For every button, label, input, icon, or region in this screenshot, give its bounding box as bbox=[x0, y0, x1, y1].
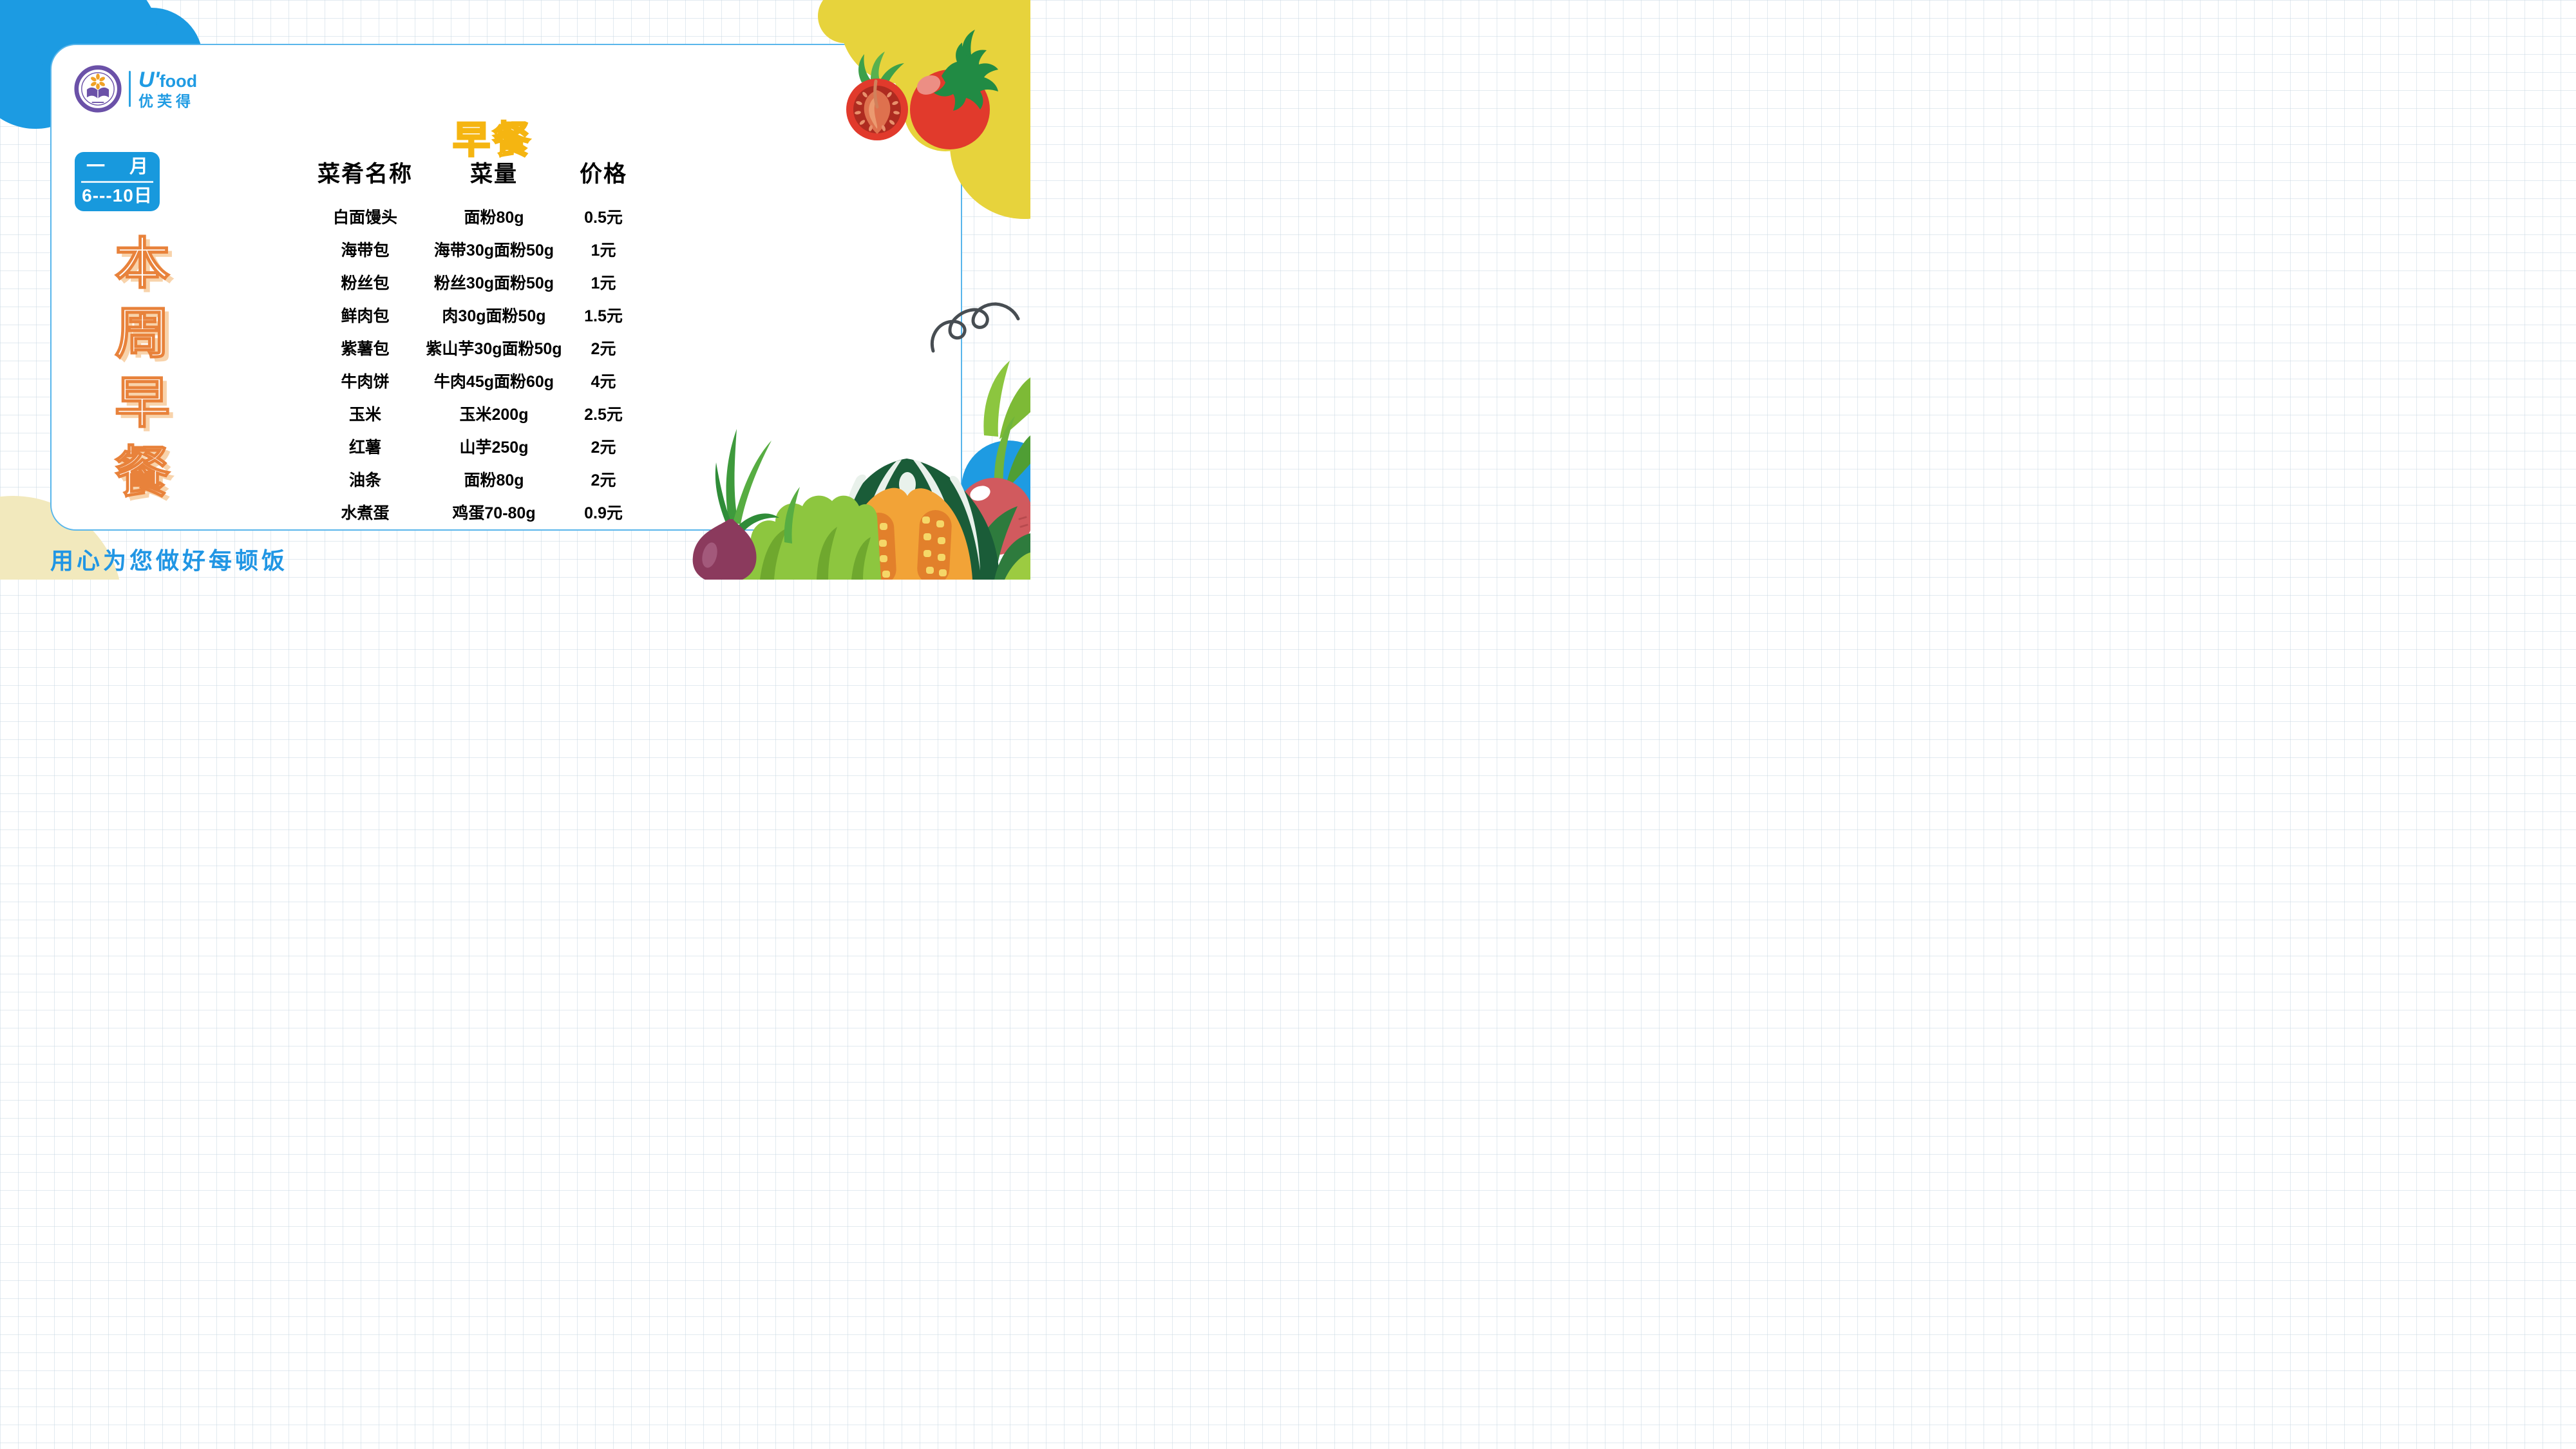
dish-name: 牛肉饼 bbox=[341, 372, 390, 391]
date-badge-divider bbox=[81, 181, 153, 184]
menu-row: 水煮蛋 鸡蛋70-80g 0.9元 bbox=[285, 495, 665, 528]
dish-portion: 肉30g面粉50g bbox=[442, 307, 546, 325]
dish-name: 粉丝包 bbox=[341, 274, 390, 292]
blue-circle-decoration bbox=[961, 440, 1030, 535]
dish-price: 2元 bbox=[591, 438, 616, 457]
dish-portion: 鸡蛋70-80g bbox=[452, 504, 536, 522]
ufood-logo-en: U'food bbox=[138, 68, 198, 92]
date-badge: 一 月 6---10日 bbox=[75, 152, 160, 211]
date-range: 6---10日 bbox=[82, 185, 153, 206]
menu-row: 白面馒头 面粉80g 0.5元 bbox=[285, 200, 665, 232]
header-portion: 菜量 bbox=[469, 162, 518, 187]
menu-table: 菜肴名称 菜量 价格 白面馒头 面粉80g 0.5元 海带包 海带30g面粉50… bbox=[285, 156, 665, 528]
slogan: 用心为您做好每顿饭 bbox=[50, 547, 289, 574]
header-dish-name: 菜肴名称 bbox=[317, 162, 413, 187]
dish-portion: 粉丝30g面粉50g bbox=[433, 274, 554, 292]
side-title-weekly-breakfast: 本 周 早 餐 bbox=[114, 232, 171, 504]
dish-portion: 面粉80g bbox=[464, 208, 524, 227]
leaf-decoration bbox=[983, 361, 1010, 437]
dish-price: 2.5元 bbox=[584, 405, 623, 424]
menu-row: 牛肉饼 牛肉45g面粉60g 4元 bbox=[285, 364, 665, 397]
radish-illustration bbox=[956, 478, 1030, 555]
dish-price: 2元 bbox=[591, 339, 616, 358]
dish-portion: 山芋250g bbox=[459, 438, 529, 457]
dish-portion: 紫山芋30g面粉50g bbox=[426, 339, 562, 358]
dish-price: 4元 bbox=[591, 372, 616, 391]
menu-row: 玉米 玉米200g 2.5元 bbox=[285, 397, 665, 430]
dish-portion: 玉米200g bbox=[459, 405, 529, 424]
ufood-logo: U'food 优芙得 bbox=[138, 69, 197, 109]
brand-header: U'food 优芙得 bbox=[73, 64, 197, 113]
dish-name: 海带包 bbox=[341, 241, 390, 260]
ufood-logo-cn: 优芙得 bbox=[138, 93, 194, 109]
dish-price: 2元 bbox=[591, 471, 616, 489]
dish-price: 1元 bbox=[591, 241, 616, 260]
dish-portion: 牛肉45g面粉60g bbox=[433, 372, 554, 391]
logo-divider bbox=[129, 71, 131, 107]
dish-portion: 海带30g面粉50g bbox=[433, 241, 554, 260]
dish-name: 油条 bbox=[348, 471, 381, 489]
menu-row: 红薯 山芋250g 2元 bbox=[285, 430, 665, 462]
dish-price: 0.5元 bbox=[584, 208, 623, 227]
dish-name: 紫薯包 bbox=[341, 339, 390, 358]
menu-row: 海带包 海带30g面粉50g 1元 bbox=[285, 232, 665, 265]
dish-portion: 面粉80g bbox=[464, 471, 524, 489]
date-month-row: 一 月 bbox=[86, 156, 148, 178]
menu-rows: 白面馒头 面粉80g 0.5元 海带包 海带30g面粉50g 1元 粉丝包 粉丝… bbox=[285, 200, 665, 528]
menu-header-row: 菜肴名称 菜量 价格 bbox=[285, 156, 665, 189]
menu-row: 鲜肉包 肉30g面粉50g 1.5元 bbox=[285, 298, 665, 331]
menu-row: 紫薯包 紫山芋30g面粉50g 2元 bbox=[285, 331, 665, 364]
dish-price: 1.5元 bbox=[584, 307, 623, 325]
school-emblem-icon bbox=[74, 65, 122, 113]
menu-row: 油条 面粉80g 2元 bbox=[285, 462, 665, 495]
dish-name: 鲜肉包 bbox=[341, 307, 390, 325]
menu-row: 粉丝包 粉丝30g面粉50g 1元 bbox=[285, 265, 665, 298]
dish-price: 0.9元 bbox=[584, 504, 623, 522]
dish-price: 1元 bbox=[591, 274, 616, 292]
header-price: 价格 bbox=[579, 162, 627, 187]
menu-title: 早餐 bbox=[451, 118, 533, 162]
dish-name: 玉米 bbox=[348, 405, 381, 424]
dish-name: 白面馒头 bbox=[332, 208, 397, 227]
dish-name: 红薯 bbox=[348, 438, 381, 457]
dish-name: 水煮蛋 bbox=[341, 504, 390, 522]
menu-card: U'food 优芙得 一 月 6---10日 本 周 早 餐 早餐 菜肴名称 菜… bbox=[50, 44, 962, 531]
